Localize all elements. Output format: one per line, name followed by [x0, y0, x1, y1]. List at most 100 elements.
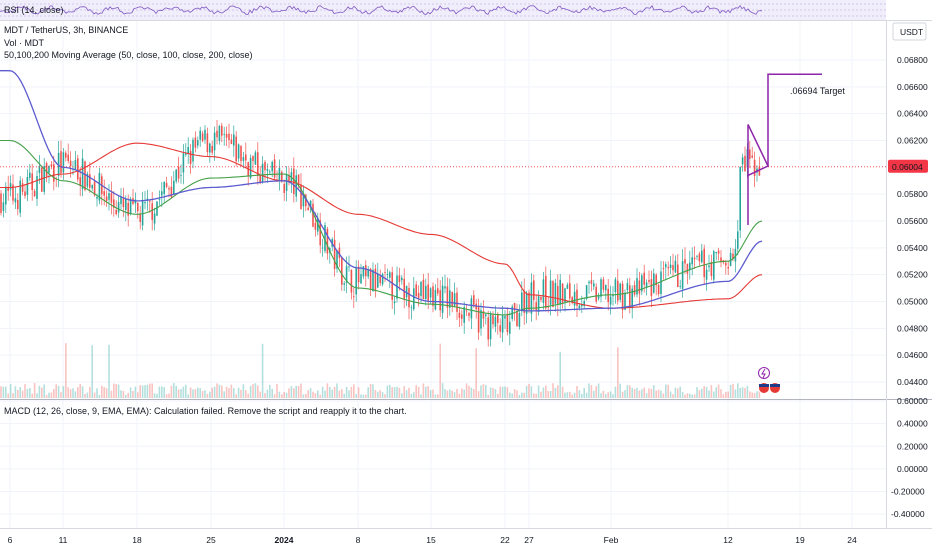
candle-body — [617, 280, 619, 301]
candle-body — [216, 130, 218, 138]
candle-body — [605, 284, 607, 291]
triangle-pattern[interactable] — [747, 124, 770, 177]
ma50-line — [0, 139, 763, 316]
candle-body — [540, 296, 542, 300]
candle-body — [482, 311, 485, 319]
volume-bar — [425, 386, 427, 398]
price-tick-label: 0.06400 — [897, 109, 928, 119]
candle-body — [348, 266, 350, 268]
volume-bar — [729, 384, 732, 398]
candle-body — [281, 171, 283, 182]
candle-body — [151, 203, 153, 220]
candle-body — [266, 169, 269, 171]
macd-axis[interactable]: 0.60000 0.40000 0.20000 0.00000 -0.20000 -0.4… — [891, 396, 928, 519]
candle-body — [103, 191, 105, 196]
lightning-icon[interactable] — [758, 367, 770, 379]
drawing-tools[interactable]: .06694 Target — [747, 73, 845, 226]
volume-bar — [314, 393, 317, 398]
volume-bar — [492, 388, 494, 398]
volume-bar — [185, 384, 187, 398]
volume-bar — [636, 387, 638, 398]
volume-bar — [525, 385, 528, 398]
volume-bar — [321, 386, 324, 398]
price-tick-label: 0.05400 — [897, 243, 928, 253]
candle-body — [717, 250, 720, 254]
price-tick-label: 0.06200 — [897, 136, 928, 146]
volume-bar — [705, 386, 708, 398]
candle-body — [549, 280, 552, 305]
volume-bar — [732, 383, 734, 398]
candle-body — [333, 239, 336, 269]
price-axis[interactable]: 0.06800 0.06600 0.06400 0.06200 0.05800 0.056… — [897, 55, 928, 387]
candle-body — [405, 285, 408, 298]
candle-body — [269, 171, 271, 173]
macd-error-message: MACD (12, 26, close, 9, EMA, EMA): Calcu… — [4, 406, 407, 416]
candle-body — [564, 288, 566, 303]
volume-bar — [223, 391, 225, 398]
volume-bar — [218, 384, 221, 398]
candle-body — [65, 152, 67, 158]
candle-body — [300, 184, 302, 210]
volume-bar — [242, 384, 245, 398]
volume-bar — [746, 385, 749, 398]
candle-body — [621, 283, 624, 310]
volume-bar — [489, 387, 492, 398]
volume-bar — [612, 394, 614, 398]
candle-body — [552, 281, 554, 308]
volume-bar — [386, 385, 389, 398]
volume-bar — [410, 393, 413, 398]
volume-bar — [9, 384, 12, 398]
volume-label: Vol · MDT — [4, 38, 45, 48]
candle-body — [427, 284, 429, 301]
volume-bar — [211, 387, 213, 398]
volume-bar — [588, 383, 590, 398]
volume-bar — [422, 383, 425, 398]
volume-bar — [187, 394, 189, 398]
candle-body — [641, 275, 643, 292]
candle-body — [657, 284, 660, 295]
volume-bar — [468, 385, 470, 398]
volume-bar — [271, 388, 273, 398]
candle-body — [667, 267, 669, 269]
candle-body — [156, 201, 158, 216]
volume-bar — [597, 383, 600, 398]
volume-bar — [199, 388, 201, 398]
volume-bar — [146, 384, 149, 398]
volume-bar — [753, 392, 756, 398]
volume-bar — [101, 385, 103, 398]
event-badges[interactable] — [758, 367, 781, 394]
candle-body — [341, 257, 343, 285]
volume-bar — [307, 390, 309, 398]
candle-body — [705, 269, 708, 280]
candle-body — [715, 251, 717, 254]
volume-bar — [629, 385, 631, 398]
candle-body — [720, 257, 722, 263]
candle-body — [665, 264, 667, 268]
candle-body — [725, 262, 727, 266]
volume-bar — [427, 386, 429, 398]
volume-bar — [516, 390, 518, 398]
volume-bar — [437, 394, 439, 398]
candle-body — [134, 199, 137, 204]
volume-bar — [285, 392, 288, 398]
volume-bar — [701, 388, 703, 398]
volume-bar — [331, 389, 333, 398]
candle-body — [201, 133, 204, 141]
candle-body — [734, 248, 737, 262]
currency-button[interactable] — [892, 22, 927, 41]
target-projection[interactable] — [767, 73, 822, 166]
candle-body — [437, 288, 439, 294]
time-axis[interactable]: 6 11 18 25 2024 8 15 22 27 Feb 12 19 24 — [8, 535, 857, 545]
volume-bar — [715, 387, 717, 398]
volume-bar — [722, 394, 725, 398]
volume-bar — [33, 383, 36, 398]
volume-bar — [209, 391, 211, 398]
volume-bar — [137, 392, 139, 398]
volume-bar — [45, 394, 48, 398]
volume-bar — [369, 383, 372, 398]
candle-body — [398, 275, 401, 283]
volume-bar — [389, 384, 391, 398]
candle-body — [643, 272, 645, 285]
candle-body — [170, 186, 173, 198]
